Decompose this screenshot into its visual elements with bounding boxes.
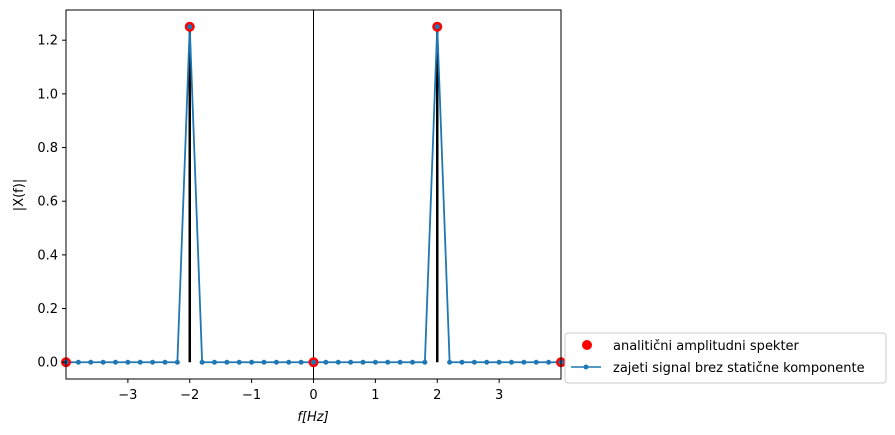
captured-signal-point (113, 359, 118, 365)
legend-label-captured: zajeti signal brez statične komponente (613, 361, 865, 376)
y-tick-label: 0.8 (37, 141, 58, 156)
captured-signal-point (75, 359, 81, 365)
captured-signal-point (335, 359, 341, 365)
captured-signal-point (100, 359, 106, 365)
x-tick-label: −2 (180, 388, 199, 403)
legend-box (564, 332, 887, 384)
captured-signal-point (459, 359, 465, 365)
captured-signal-point (212, 359, 217, 365)
x-tick-label: 1 (371, 388, 379, 403)
captured-signal-point-overlay (434, 24, 440, 30)
legend-marker-captured (583, 364, 589, 370)
x-tick-label: 0 (309, 388, 317, 403)
captured-signal-point (471, 359, 477, 365)
captured-signal-point (397, 359, 403, 365)
stems-layer (188, 26, 439, 363)
y-tick-label: 1.2 (37, 34, 58, 49)
y-tick-label: 0.0 (37, 356, 58, 371)
x-tick-label: −3 (118, 388, 137, 403)
y-tick-label: 0.6 (37, 195, 58, 210)
captured-signal-point (236, 359, 242, 365)
captured-signal-point (348, 359, 354, 365)
captured-signal-point (174, 359, 180, 365)
captured-signal-point-overlay (311, 359, 316, 365)
captured-signal-point (546, 359, 552, 365)
y-tick-label: 0.4 (37, 248, 58, 263)
captured-signal-point (224, 359, 230, 365)
captured-signal-point (125, 359, 131, 365)
x-axis-label: f[Hz] (297, 410, 328, 425)
x-tick-label: 3 (495, 388, 503, 403)
captured-signal-point (298, 359, 304, 365)
y-tick-label: 1.0 (37, 87, 58, 102)
legend-marker-analytic (582, 340, 592, 350)
captured-signal-point (422, 359, 428, 365)
captured-signal-point (533, 359, 539, 365)
captured-signal-point (249, 359, 255, 365)
x-ticks: −3 −2 −1 0 1 2 3 (118, 379, 503, 403)
captured-signal-point (484, 359, 490, 365)
captured-signal-point (496, 359, 502, 365)
captured-signal-point (162, 359, 168, 365)
captured-signal-point (199, 359, 205, 365)
legend: analitični amplitudni spekter zajeti sig… (564, 332, 887, 384)
captured-signal-point (521, 359, 527, 365)
captured-signal-point (88, 359, 94, 365)
captured-signal-point (323, 359, 329, 365)
captured-signal-point (360, 359, 366, 365)
captured-signal-point (509, 359, 514, 365)
x-tick-label: 2 (433, 388, 441, 403)
captured-signal-point (410, 359, 415, 365)
captured-signal-point (137, 359, 143, 365)
x-tick-label: −1 (242, 388, 261, 403)
captured-signal-point (286, 359, 292, 365)
y-ticks: 0.0 0.2 0.4 0.6 0.8 1.0 1.2 (37, 34, 66, 371)
captured-signal-point (150, 359, 156, 365)
captured-signal-point (261, 359, 267, 365)
y-tick-label: 0.2 (37, 302, 58, 317)
captured-signal-point-overlay (187, 24, 193, 30)
captured-signal-point (447, 359, 453, 365)
captured-signal-point (372, 359, 378, 365)
legend-label-analytic: analitični amplitudni spekter (613, 339, 800, 354)
y-axis-label: |X(f)| (12, 179, 27, 211)
captured-signal-point (385, 359, 391, 365)
captured-signal-point (273, 359, 279, 365)
